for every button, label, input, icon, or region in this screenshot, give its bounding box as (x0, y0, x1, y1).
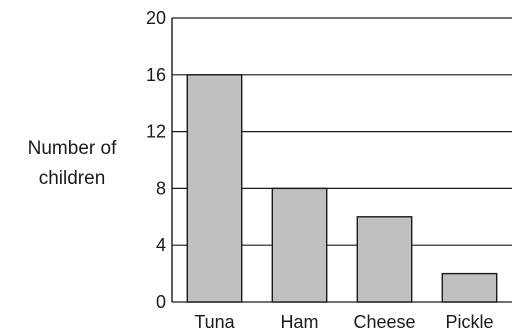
x-category-label-cheese: Cheese (353, 312, 415, 332)
x-category-labels: Tuna Ham Cheese Pickle (194, 312, 493, 332)
bars (186, 74, 498, 303)
bar-cheese (356, 216, 413, 303)
x-category-label-pickle: Pickle (445, 312, 493, 332)
y-tick-label-16: 16 (146, 65, 166, 85)
bar-pickle (441, 272, 498, 303)
y-tick-label-8: 8 (156, 178, 166, 198)
y-axis-label-line-1: Number of (28, 138, 117, 159)
bar-ham (271, 187, 328, 303)
x-category-label-tuna: Tuna (194, 312, 235, 332)
y-tick-label-4: 4 (156, 235, 166, 255)
y-tick-label-12: 12 (146, 122, 166, 142)
y-axis-label-line-2: children (39, 168, 106, 189)
y-tick-labels: 0 4 8 12 16 20 (146, 8, 166, 312)
y-tick-label-20: 20 (146, 8, 166, 28)
y-tick-label-0: 0 (156, 292, 166, 312)
x-category-label-ham: Ham (280, 312, 318, 332)
bar-tuna (186, 74, 243, 303)
